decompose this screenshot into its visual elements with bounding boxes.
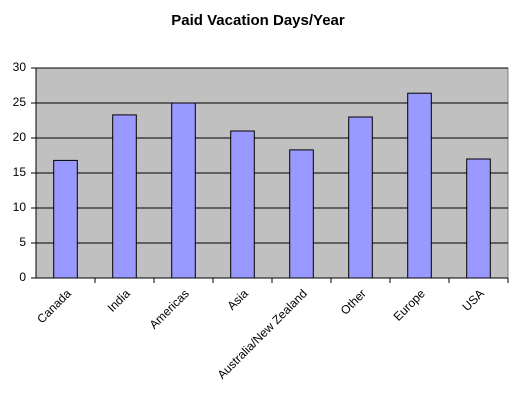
bar <box>466 158 491 279</box>
x-tick-label: USA <box>460 286 487 313</box>
x-tick-label: India <box>105 286 134 315</box>
chart-title: Paid Vacation Days/Year <box>171 12 345 29</box>
x-tick-label: Canada <box>34 286 74 326</box>
x-tick-label: Asia <box>224 286 251 313</box>
y-tick-label: 10 <box>13 200 27 214</box>
bar <box>112 114 137 279</box>
y-tick-label: 15 <box>13 165 27 179</box>
bar <box>407 92 432 279</box>
bar <box>171 102 196 279</box>
y-tick-label: 25 <box>13 95 27 109</box>
x-tick-label: Europe <box>391 286 428 323</box>
y-tick-label: 5 <box>19 235 26 249</box>
x-tick-label: Americas <box>147 286 192 331</box>
y-tick-label: 0 <box>19 270 26 284</box>
x-tick-label: Other <box>338 286 369 317</box>
bar <box>289 149 314 279</box>
bar <box>230 130 255 279</box>
bar <box>53 159 78 279</box>
y-tick-label: 30 <box>13 60 27 74</box>
bar <box>348 116 373 279</box>
y-tick-label: 20 <box>13 130 27 144</box>
